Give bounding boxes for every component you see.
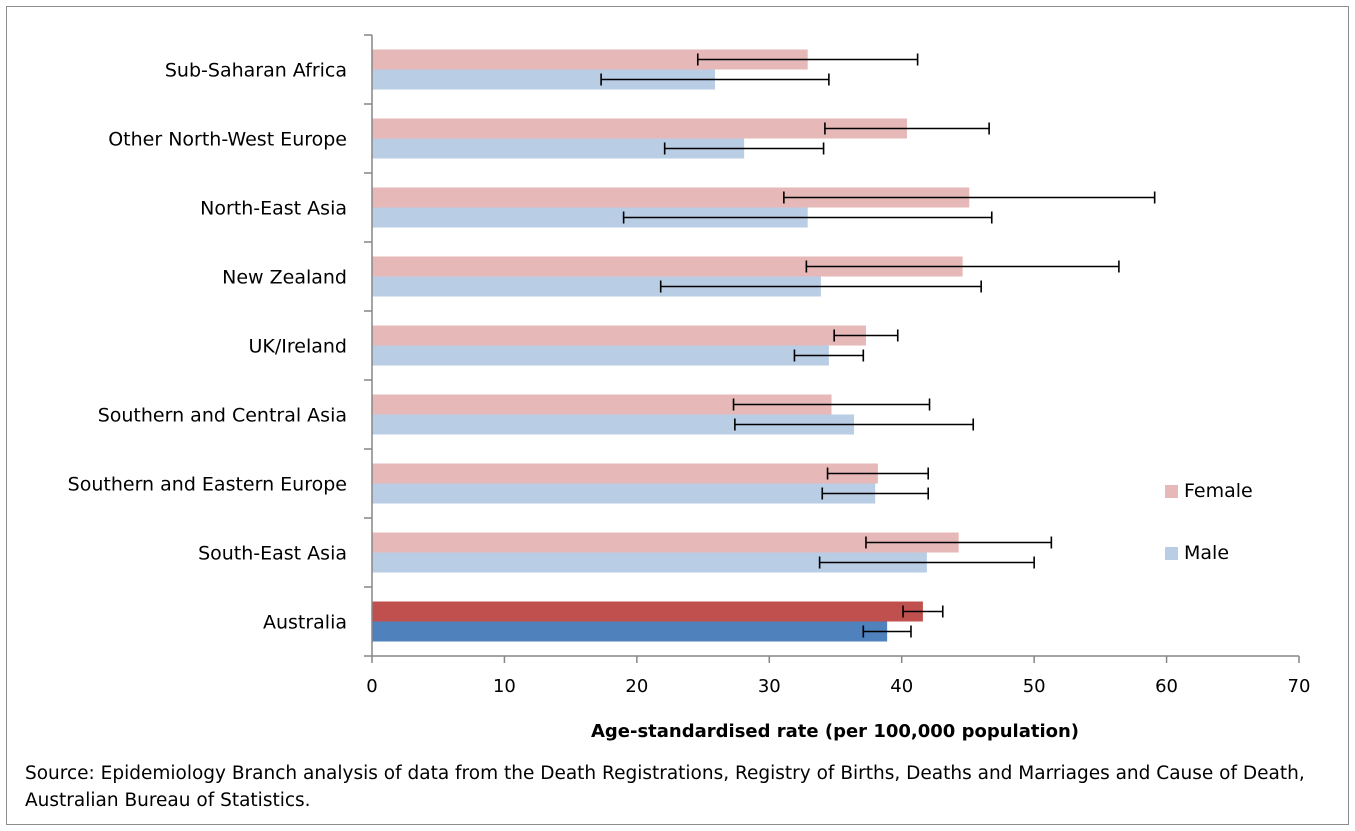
axes-layer — [364, 34, 1300, 663]
x-tick-label: 20 — [625, 676, 648, 697]
bar-male — [372, 69, 715, 90]
category-label: Southern and Central Asia — [98, 405, 347, 427]
legend: Female Male — [1165, 480, 1253, 564]
bar-male — [372, 483, 876, 504]
x-tick-label: 60 — [1155, 676, 1178, 697]
x-tick-label: 70 — [1288, 676, 1311, 697]
category-label: South-East Asia — [198, 543, 347, 565]
bar-female — [372, 187, 970, 208]
error-bars-layer — [600, 53, 1156, 638]
bar-male — [372, 276, 821, 297]
bar-female — [372, 256, 963, 277]
bars-layer — [372, 49, 970, 642]
category-label: Australia — [263, 612, 347, 634]
category-label: Other North-West Europe — [108, 129, 347, 151]
bar-female — [372, 463, 878, 484]
bar-male — [372, 345, 829, 366]
labels-layer: Sub-Saharan Africa Other North-West Europ… — [68, 60, 1311, 698]
bar-female — [372, 118, 908, 139]
x-tick-label: 0 — [366, 676, 377, 697]
legend-label-male: Male — [1184, 542, 1229, 564]
bar-male — [372, 552, 927, 573]
category-label: North-East Asia — [200, 198, 347, 220]
x-tick-label: 30 — [758, 676, 781, 697]
bar-male — [372, 207, 808, 228]
x-tick-label: 10 — [493, 676, 516, 697]
bar-female — [372, 325, 866, 346]
x-tick-label: 40 — [890, 676, 913, 697]
bar-male — [372, 138, 745, 159]
legend-label-female: Female — [1184, 480, 1253, 502]
category-label: Southern and Eastern Europe — [68, 474, 347, 496]
category-label: UK/Ireland — [249, 336, 347, 358]
x-tick-label: 50 — [1023, 676, 1046, 697]
category-label: Sub-Saharan Africa — [165, 60, 347, 82]
source-note: Source: Epidemiology Branch analysis of … — [25, 763, 1305, 811]
bar-female — [372, 532, 959, 553]
legend-swatch-female — [1165, 485, 1178, 498]
bar-female — [372, 601, 923, 622]
bar-male — [372, 414, 855, 435]
bar-male — [372, 621, 888, 642]
bar-chart: Sub-Saharan Africa Other North-West Europ… — [68, 34, 1311, 742]
x-axis-title: Age-standardised rate (per 100,000 popul… — [591, 721, 1079, 742]
bar-female — [372, 394, 832, 415]
category-label: New Zealand — [222, 267, 347, 289]
legend-swatch-male — [1165, 547, 1178, 560]
bar-female — [372, 49, 808, 70]
